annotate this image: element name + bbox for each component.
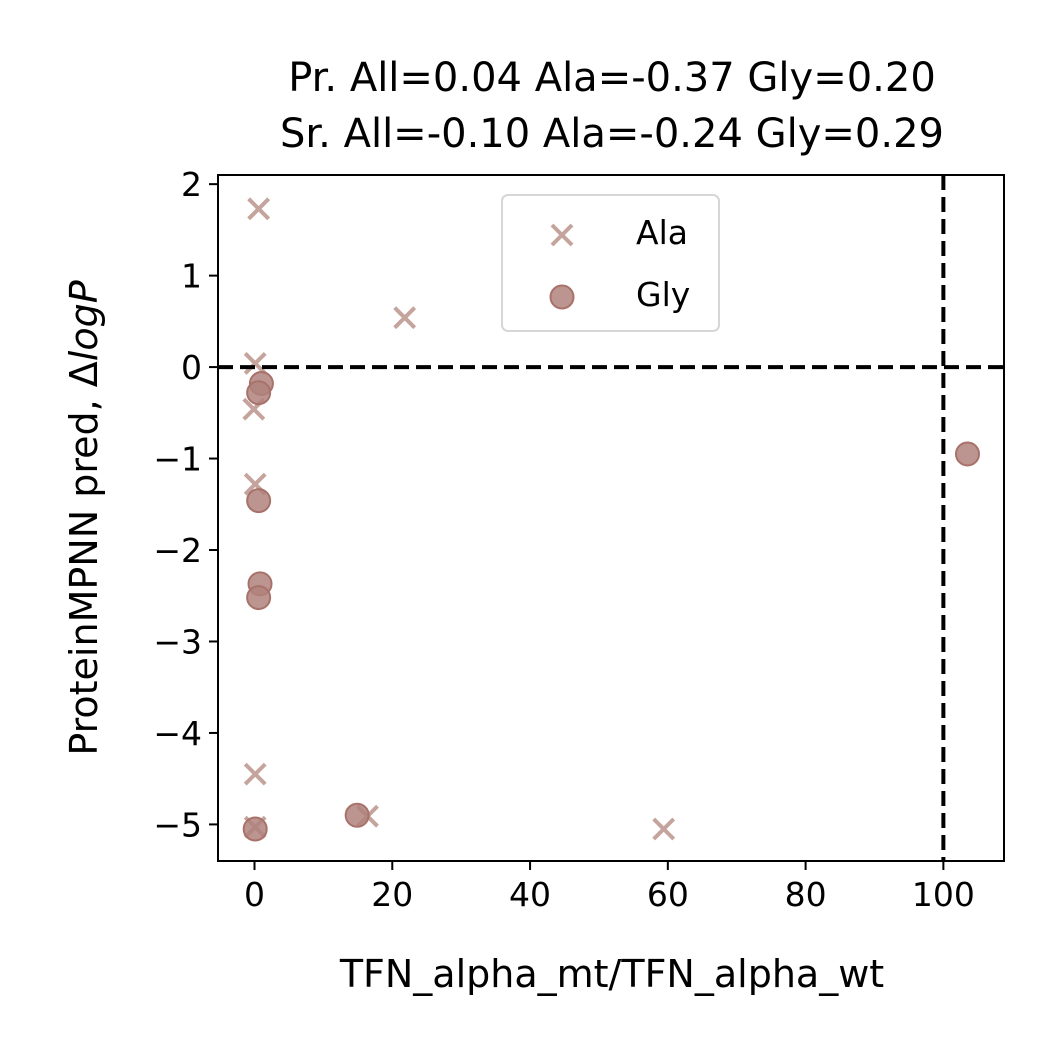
gly-point-8 <box>954 441 980 467</box>
ala-point-3 <box>243 352 267 375</box>
legend-marker-ala <box>550 223 574 247</box>
y-tick-label: −5 <box>153 805 202 844</box>
gly-point-6 <box>344 802 370 828</box>
ala-point-9 <box>652 817 676 841</box>
ala-point-6 <box>243 762 267 786</box>
chart-title-line-1: Pr. All=0.04 Ala=-0.37 Gly=0.20 <box>288 55 936 101</box>
gly-point-2 <box>246 380 272 406</box>
x-tick-label: 0 <box>244 875 265 914</box>
legend: Ala Gly <box>501 194 720 332</box>
x-axis-ticks: 0 20 40 60 80 100 <box>244 861 975 914</box>
y-tick-label: −3 <box>153 622 202 661</box>
y-tick-label: 0 <box>181 348 202 387</box>
x-tick-label: 100 <box>912 875 975 914</box>
legend-markers <box>549 223 575 310</box>
x-tick-label: 20 <box>371 875 413 914</box>
legend-label-ala: Ala <box>636 213 688 252</box>
legend-marker-gly <box>549 284 575 310</box>
chart-title-line-2: Sr. All=-0.10 Ala=-0.24 Gly=0.29 <box>280 111 944 157</box>
gly-point-3 <box>246 488 272 514</box>
y-tick-label: 2 <box>181 165 202 204</box>
y-tick-label: −4 <box>153 714 202 753</box>
reference-lines <box>218 175 1004 861</box>
gly-point-7 <box>242 816 268 842</box>
legend-label-gly: Gly <box>636 275 690 314</box>
y-tick-label: −2 <box>153 531 202 570</box>
x-axis-label: TFN_alpha_mt/TFN_alpha_wt <box>339 952 884 996</box>
y-axis-label: ProteinMPNN pred, ΔlogP <box>62 280 106 755</box>
y-tick-label: 1 <box>181 257 202 296</box>
ala-point-1 <box>247 197 271 221</box>
ala-point-2 <box>393 306 417 330</box>
y-axis-label-text: ProteinMPNN pred, Δ <box>62 361 106 755</box>
plot-frame <box>217 174 1005 862</box>
y-axis-ticks: 2 1 0 −1 −2 −3 −4 −5 <box>153 165 218 844</box>
x-tick-label: 40 <box>509 875 551 914</box>
y-axis-label-italic: logP <box>62 280 106 361</box>
data-marks <box>242 197 980 842</box>
x-tick-label: 80 <box>785 875 827 914</box>
y-tick-label: −1 <box>153 440 202 479</box>
x-tick-label: 60 <box>647 875 689 914</box>
chart-title: Pr. All=0.04 Ala=-0.37 Gly=0.20 Sr. All=… <box>280 55 944 157</box>
gly-point-5 <box>246 585 272 611</box>
